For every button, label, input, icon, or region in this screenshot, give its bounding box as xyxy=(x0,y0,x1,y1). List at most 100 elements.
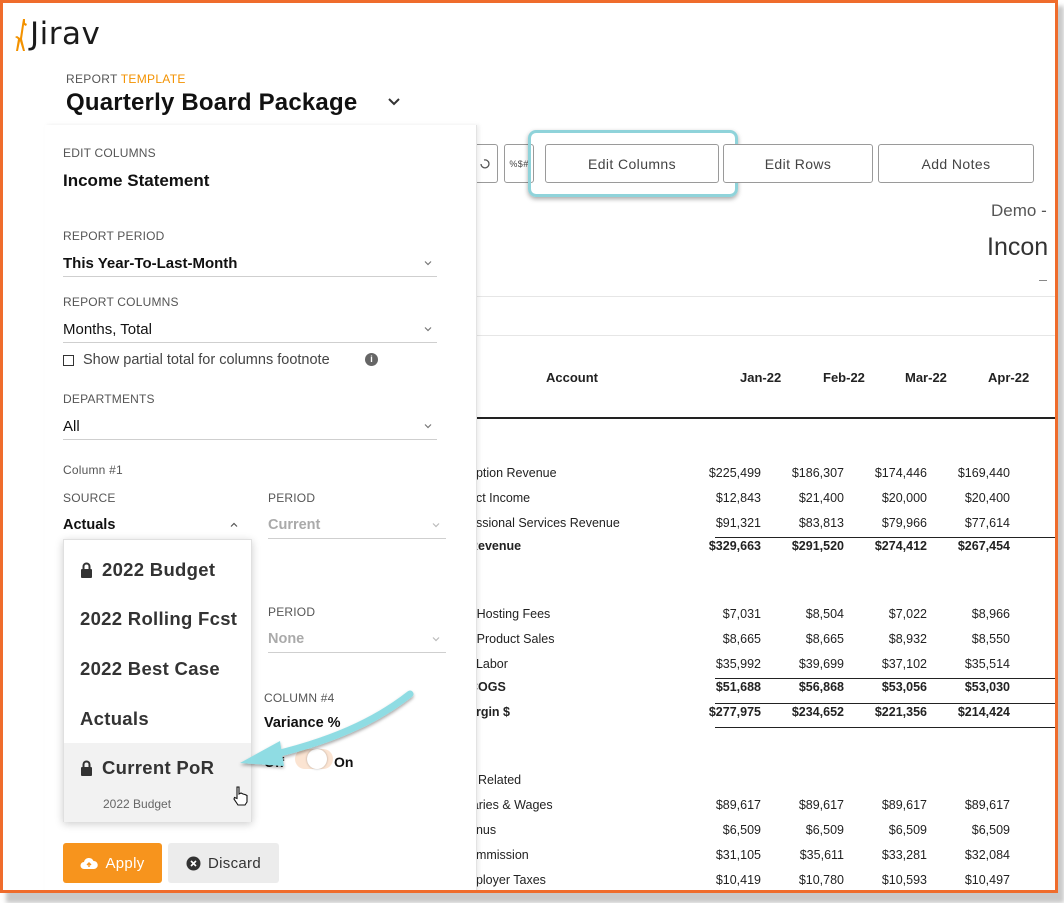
value-cell: $6,509 xyxy=(722,823,761,837)
value-cell: $8,550 xyxy=(971,632,1010,646)
table-row: onus $6,509 $6,509 $6,509 $6,509 xyxy=(469,823,1055,843)
logo-text: Jirav xyxy=(30,16,101,52)
select-underline xyxy=(268,652,446,653)
edit-rows-button[interactable]: Edit Rows xyxy=(723,144,873,183)
info-icon[interactable]: i xyxy=(365,353,378,366)
dropdown-item-current-por[interactable]: Current PoR xyxy=(64,744,251,792)
table-row: laries & Wages $89,617 $89,617 $89,617 $89,6… xyxy=(469,798,1055,818)
value-cell: $79,966 xyxy=(881,516,927,530)
report-type-label: REPORT TEMPLATE xyxy=(66,72,186,86)
hand-cursor-icon xyxy=(233,786,248,806)
partial-total-checkbox[interactable] xyxy=(63,355,74,366)
account-cell: argin $ xyxy=(469,705,510,719)
value-cell: $39,699 xyxy=(798,657,844,671)
dropdown-item-label: Actuals xyxy=(80,708,149,729)
table-row: t Labor $35,992 $39,699 $37,102 $35,514 xyxy=(469,657,1055,677)
column-header-feb: Feb-22 xyxy=(823,370,865,385)
add-notes-button[interactable]: Add Notes xyxy=(878,144,1034,183)
value-cell: $169,440 xyxy=(957,466,1010,480)
select-underline xyxy=(63,439,437,440)
column-header-account: Account xyxy=(546,370,598,385)
value-cell: $31,105 xyxy=(715,848,761,862)
discard-label: Discard xyxy=(208,854,261,872)
chevron-down-icon[interactable] xyxy=(387,97,401,107)
value-cell: $89,617 xyxy=(798,798,844,812)
statement-name: Income Statement xyxy=(63,171,210,190)
value-cell: $35,992 xyxy=(715,657,761,671)
value-cell: $56,868 xyxy=(798,680,844,694)
title-dash xyxy=(1039,280,1047,281)
refresh-icon xyxy=(479,158,490,168)
period-2-select[interactable]: None xyxy=(268,631,305,647)
column-4-value: Variance % xyxy=(264,715,341,731)
hover-highlight xyxy=(64,743,251,822)
dropdown-item-2022-rolling-fcst[interactable]: 2022 Rolling Fcst xyxy=(64,595,251,643)
value-cell: $8,665 xyxy=(805,632,844,646)
value-cell: $33,281 xyxy=(881,848,927,862)
jirav-logo: Jirav xyxy=(13,17,100,51)
toggle-on-label: On xyxy=(334,754,354,770)
divider xyxy=(477,296,1055,297)
table-row: Revenue $329,663 $291,520 $274,412 $267,454 xyxy=(469,539,1055,559)
period-2-label: PERIOD xyxy=(268,605,316,619)
value-cell: $186,307 xyxy=(791,466,844,480)
divider xyxy=(477,335,1055,336)
cloud-upload-icon xyxy=(80,857,99,869)
value-cell: $37,102 xyxy=(881,657,927,671)
table-row: uct Income $12,843 $21,400 $20,000 $20,400 xyxy=(469,491,1055,511)
edit-columns-highlight xyxy=(528,130,738,197)
chevron-down-icon[interactable] xyxy=(424,259,432,267)
value-cell: $274,412 xyxy=(874,539,927,553)
total-rule xyxy=(715,703,1055,704)
dropdown-item-2022-budget[interactable]: 2022 Budget xyxy=(64,546,251,594)
report-columns-label: REPORT COLUMNS xyxy=(63,295,179,309)
value-cell: $10,780 xyxy=(798,873,844,887)
apply-button[interactable]: Apply xyxy=(63,843,162,883)
chevron-down-icon[interactable] xyxy=(424,422,432,430)
total-rule xyxy=(715,537,1055,538)
value-cell: $277,975 xyxy=(708,705,761,719)
total-rule xyxy=(715,678,1055,679)
value-cell: $8,665 xyxy=(722,632,761,646)
source-label: SOURCE xyxy=(63,491,116,505)
close-circle-icon xyxy=(186,856,201,870)
report-period-select[interactable]: This Year-To-Last-Month xyxy=(63,255,238,272)
value-cell: $83,813 xyxy=(798,516,844,530)
value-cell: $221,356 xyxy=(874,705,927,719)
table-row: ription Revenue $225,499 $186,307 $174,446 $… xyxy=(469,466,1055,486)
departments-select[interactable]: All xyxy=(63,418,80,435)
value-cell: $6,509 xyxy=(805,823,844,837)
column-header-mar: Mar-22 xyxy=(905,370,947,385)
account-cell: essional Services Revenue xyxy=(469,516,620,530)
dropdown-item-label: 2022 Budget xyxy=(102,559,216,580)
value-cell: $10,497 xyxy=(964,873,1010,887)
discard-button[interactable]: Discard xyxy=(168,843,279,883)
period-label: PERIOD xyxy=(268,491,316,505)
chevron-down-icon[interactable] xyxy=(424,325,432,333)
dropdown-item-2022-best-case[interactable]: 2022 Best Case xyxy=(64,645,251,693)
value-cell: $291,520 xyxy=(791,539,844,553)
value-cell: $174,446 xyxy=(874,466,927,480)
source-select[interactable]: Actuals xyxy=(63,517,116,533)
chevron-down-icon[interactable] xyxy=(432,635,440,643)
edit-columns-button[interactable]: Edit Columns xyxy=(545,144,719,183)
chevron-down-icon[interactable] xyxy=(432,521,440,529)
period-select[interactable]: Current xyxy=(268,517,321,533)
source-dropdown-menu: 2022 Budget 2022 Rolling Fcst 2022 Best … xyxy=(63,539,252,822)
account-cell: Revenue xyxy=(469,539,522,553)
total-rule xyxy=(715,727,1055,728)
chevron-up-icon[interactable] xyxy=(230,521,238,529)
report-columns-select[interactable]: Months, Total xyxy=(63,321,152,338)
number-format-icon: %$# xyxy=(509,158,529,169)
toggle-knob[interactable] xyxy=(307,749,327,769)
value-cell: $8,966 xyxy=(971,607,1010,621)
dropdown-item-actuals[interactable]: Actuals xyxy=(64,695,251,743)
table-row: - Product Sales $8,665 $8,665 $8,932 $8,550 xyxy=(469,632,1055,652)
value-cell: $91,321 xyxy=(715,516,761,530)
select-underline xyxy=(63,276,437,277)
value-cell: $234,652 xyxy=(791,705,844,719)
value-cell: $35,514 xyxy=(964,657,1010,671)
column-header-apr: Apr-22 xyxy=(988,370,1030,385)
account-cell: COGS xyxy=(469,680,506,694)
table-row: ll Related xyxy=(469,773,1055,793)
